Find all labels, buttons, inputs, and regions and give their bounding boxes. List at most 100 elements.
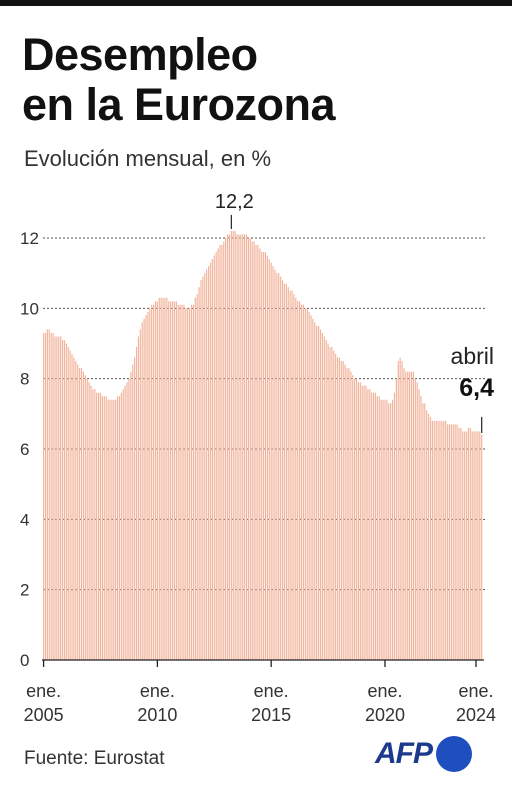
bar	[162, 297, 164, 660]
bar	[200, 280, 202, 660]
bar	[116, 396, 119, 660]
bar	[409, 371, 411, 660]
bar	[310, 315, 312, 660]
bar	[145, 315, 147, 660]
bar	[412, 371, 415, 660]
bar	[376, 396, 378, 660]
bar	[373, 392, 375, 660]
bar	[113, 399, 115, 660]
unemployment-chart: 0 2 4 6 8 10 12 ene. 2005 ene. 2010 ene. 2015 ene. 202…	[20, 191, 496, 725]
bar	[456, 424, 458, 660]
y-tick-label-6: 6	[20, 440, 29, 459]
bar	[350, 371, 352, 660]
bar	[158, 297, 160, 660]
y-tick-label-10: 10	[20, 299, 39, 318]
bar	[458, 427, 460, 660]
bar	[238, 234, 240, 661]
bar	[344, 364, 346, 660]
bar	[124, 385, 126, 660]
x-tick-label-year-2020: 2020	[365, 705, 405, 725]
bar	[331, 347, 333, 660]
bar	[391, 399, 394, 660]
bar	[431, 420, 433, 660]
bar	[338, 357, 341, 660]
bar	[422, 403, 424, 660]
bar	[272, 266, 274, 660]
bar	[475, 431, 477, 660]
bar	[94, 389, 96, 660]
bar	[132, 364, 134, 660]
bar	[245, 234, 248, 661]
bar	[185, 308, 187, 660]
bar	[251, 241, 253, 660]
bar	[215, 252, 217, 660]
bar	[363, 385, 365, 660]
bar	[234, 230, 236, 660]
y-tick-label-0: 0	[20, 651, 29, 670]
bar	[416, 382, 418, 660]
bar	[181, 304, 183, 660]
latest-month-label: abril	[451, 343, 494, 369]
bar	[318, 325, 320, 660]
bar	[126, 382, 128, 660]
bar	[443, 420, 445, 660]
bar	[278, 273, 280, 660]
bar	[390, 403, 392, 660]
bar	[371, 392, 373, 660]
bar	[135, 347, 138, 660]
bar	[77, 364, 79, 660]
bar	[382, 399, 384, 660]
y-tick-label-8: 8	[20, 370, 29, 389]
bar	[426, 410, 428, 660]
bar	[149, 308, 151, 660]
bar	[289, 290, 291, 660]
bar	[73, 357, 75, 660]
bar	[386, 399, 388, 660]
annotations: 12,2 abril 6,4	[215, 191, 494, 433]
bar	[266, 255, 268, 660]
bar	[88, 382, 90, 660]
bar	[168, 301, 170, 660]
bar	[300, 304, 303, 660]
top-rule	[0, 0, 512, 6]
bar	[299, 301, 301, 660]
bar	[183, 304, 185, 660]
bar	[293, 294, 295, 660]
bar	[194, 297, 196, 660]
bar	[190, 304, 193, 660]
bar	[355, 378, 358, 660]
bar	[179, 304, 181, 660]
bar	[268, 259, 270, 660]
bar	[323, 336, 325, 660]
x-tick-label-month-2024: ene.	[458, 681, 493, 701]
peak-label: 12,2	[215, 191, 254, 213]
bar	[465, 431, 468, 660]
bar	[281, 280, 284, 660]
bar	[439, 420, 441, 660]
bar	[99, 392, 102, 660]
bar	[253, 241, 255, 660]
bar	[213, 255, 215, 660]
bar	[477, 431, 479, 660]
bar	[160, 297, 162, 660]
bar	[401, 361, 403, 660]
bar	[348, 368, 350, 660]
bar	[388, 403, 390, 660]
bar	[393, 392, 396, 660]
bar	[151, 304, 153, 660]
bar	[141, 322, 143, 660]
bar	[420, 396, 422, 660]
bar	[340, 361, 342, 660]
bar	[86, 378, 88, 660]
bar	[134, 357, 136, 660]
bar	[446, 424, 449, 660]
bar	[445, 420, 447, 660]
bar	[297, 301, 299, 660]
bar	[223, 241, 225, 660]
bar	[60, 336, 62, 660]
bar	[46, 329, 48, 660]
bar	[120, 392, 122, 660]
bar	[346, 368, 348, 660]
x-tick-label-month-2020: ene.	[367, 681, 402, 701]
y-tick-label-4: 4	[20, 510, 29, 529]
